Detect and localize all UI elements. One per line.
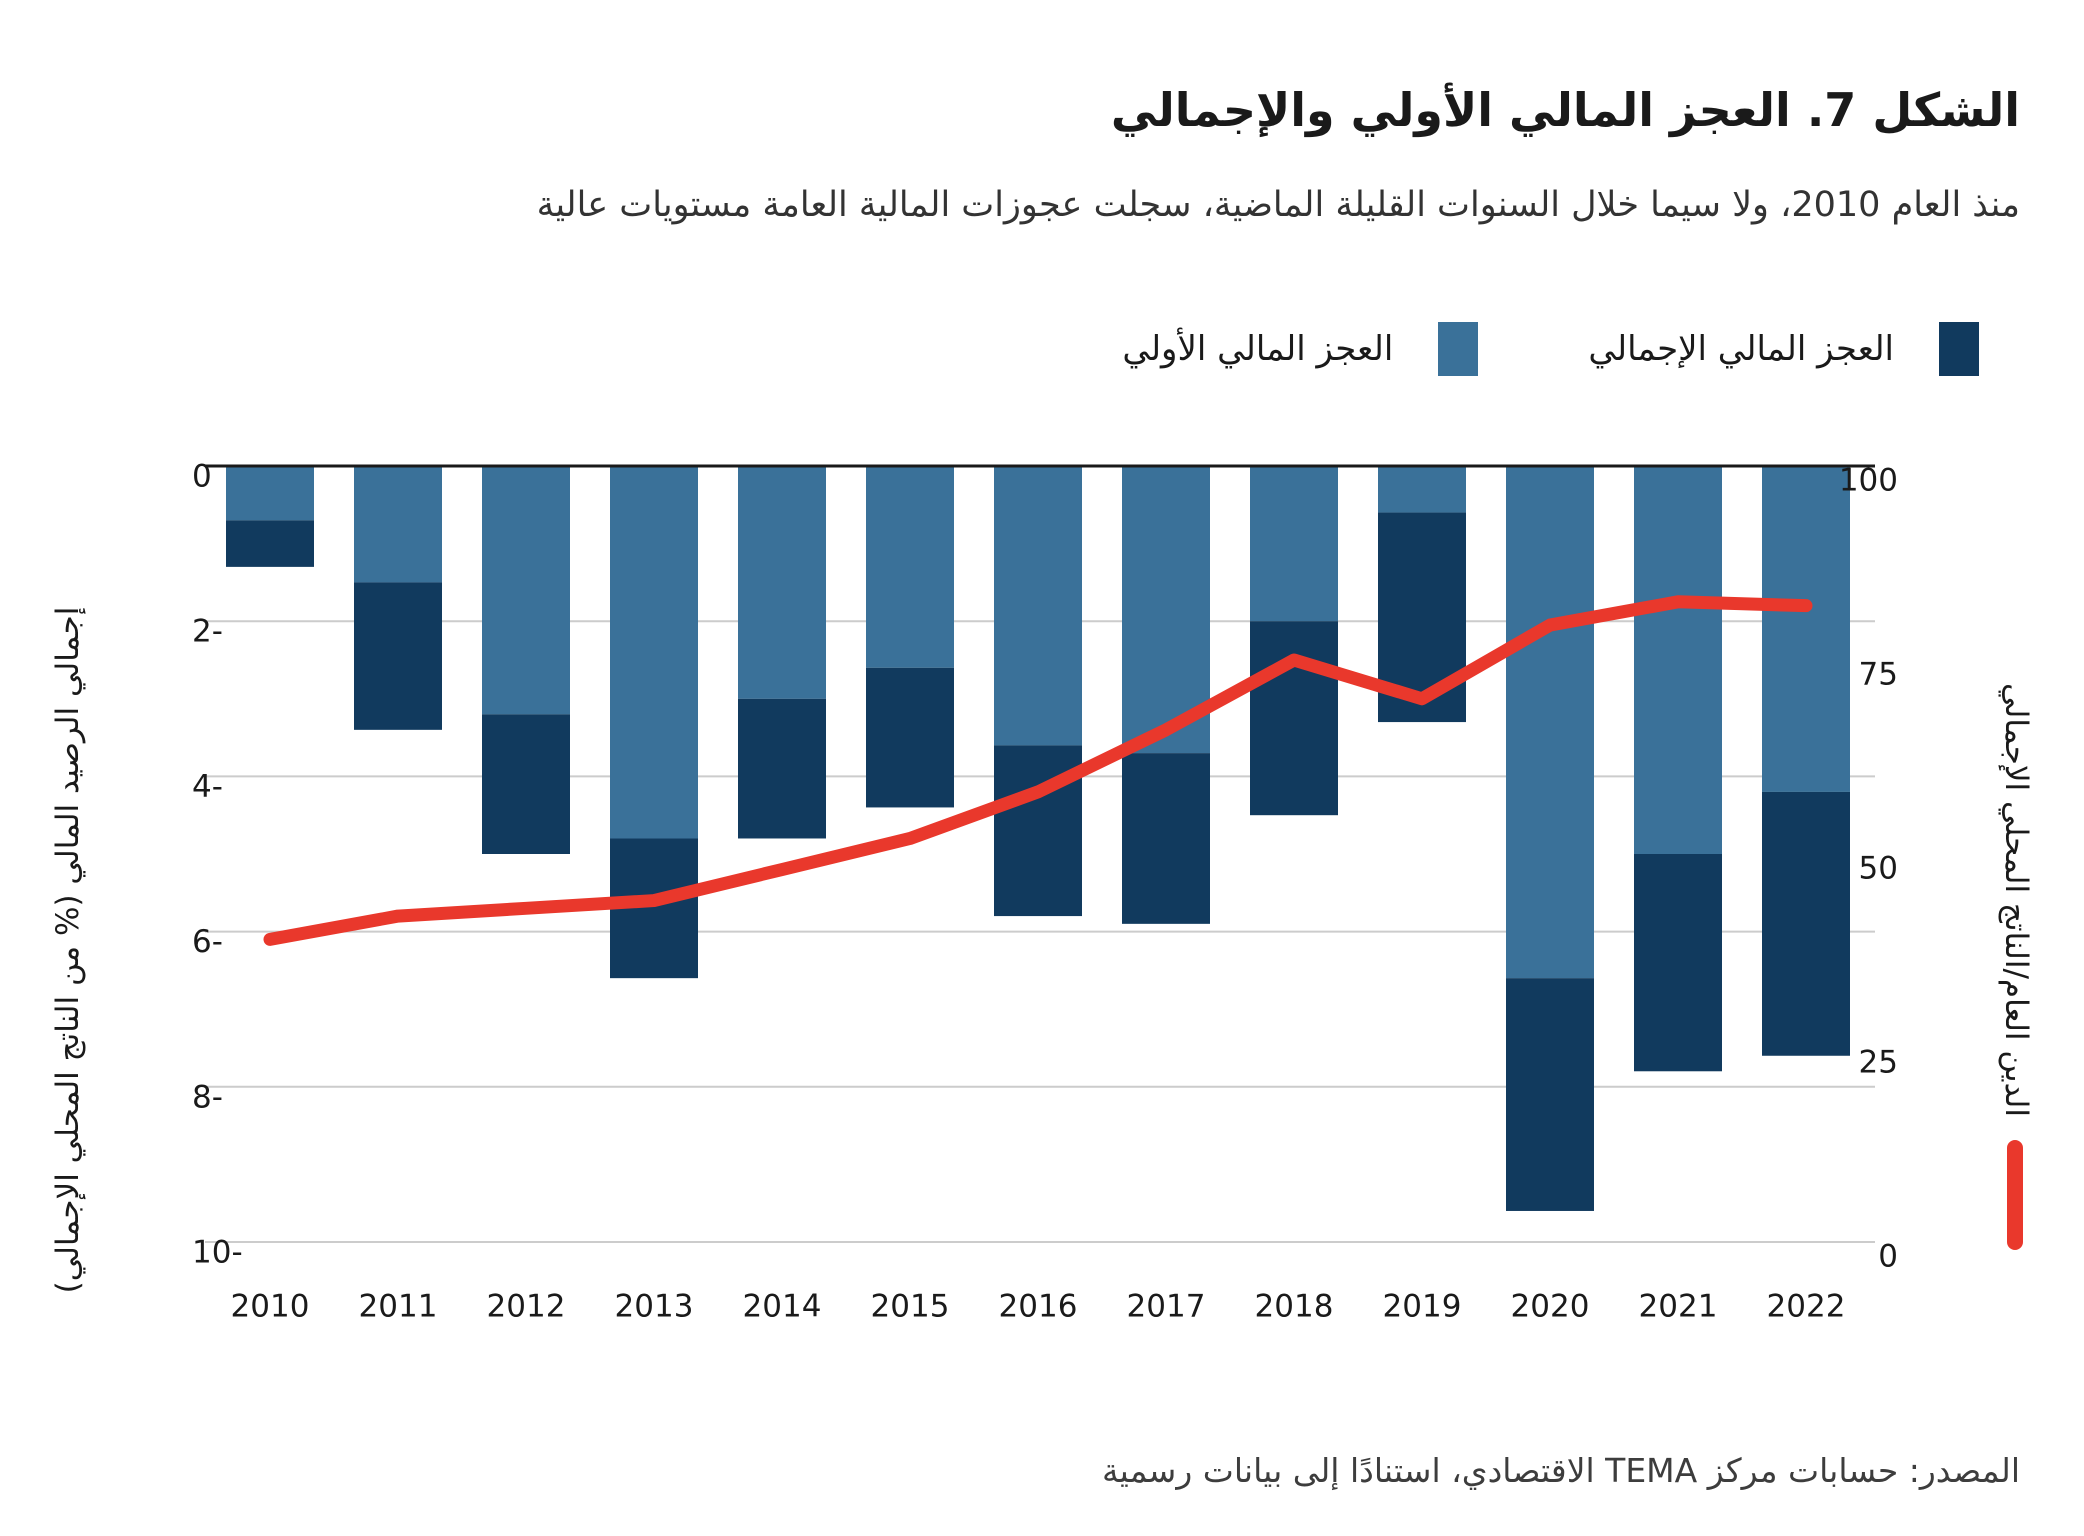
primary-deficit-bar bbox=[1506, 466, 1594, 979]
legend-item-overall-deficit: العجز المالي الإجمالي bbox=[1588, 322, 1979, 376]
left-tick-label: -4 bbox=[192, 769, 223, 805]
debt-line bbox=[263, 595, 1813, 946]
deficit-bars bbox=[226, 466, 1850, 1211]
year-label: 2014 bbox=[743, 1289, 822, 1325]
right-axis-ticks: 100 75 50 25 0 bbox=[1839, 463, 1898, 1275]
figure-subtitle: منذ العام 2010، ولا سيما خلال السنوات ال… bbox=[536, 185, 2020, 225]
overall-deficit-bar bbox=[1250, 621, 1338, 816]
legend-item-primary-deficit: العجز المالي الأولي bbox=[1122, 322, 1479, 376]
overall-deficit-bar bbox=[482, 714, 570, 854]
overall-deficit-swatch-icon bbox=[1939, 322, 1979, 376]
left-tick-label: -6 bbox=[192, 924, 223, 960]
left-tick-label: -8 bbox=[192, 1079, 223, 1115]
overall-deficit-bar bbox=[226, 520, 314, 567]
primary-deficit-bar bbox=[1122, 466, 1210, 754]
year-label: 2015 bbox=[871, 1289, 950, 1325]
legend-primary-label: العجز المالي الأولي bbox=[1122, 329, 1394, 369]
year-label: 2010 bbox=[231, 1289, 310, 1325]
primary-deficit-bar bbox=[226, 466, 314, 521]
right-tick-label: 50 bbox=[1859, 851, 1898, 887]
primary-deficit-bar bbox=[610, 466, 698, 839]
overall-deficit-bar bbox=[1122, 753, 1210, 924]
year-label: 2011 bbox=[359, 1289, 438, 1325]
primary-deficit-bar bbox=[1634, 466, 1722, 854]
year-label: 2013 bbox=[615, 1289, 694, 1325]
right-tick-label: 25 bbox=[1859, 1045, 1898, 1081]
primary-deficit-bar bbox=[354, 466, 442, 583]
year-label: 2016 bbox=[999, 1289, 1078, 1325]
x-axis-labels: 2010 2011 2012 2013 2014 2015 2016 2017 2018 2019… bbox=[231, 1289, 1846, 1325]
legend-overall-label: العجز المالي الإجمالي bbox=[1588, 329, 1894, 369]
overall-deficit-bar bbox=[1506, 978, 1594, 1211]
primary-deficit-bar bbox=[482, 466, 570, 715]
right-tick-label: 0 bbox=[1878, 1239, 1898, 1275]
overall-deficit-bar bbox=[1762, 791, 1850, 1056]
primary-deficit-bar bbox=[738, 466, 826, 699]
right-axis-title: الدين العام/الناتج المحلي الإجمالي bbox=[1998, 683, 2034, 1117]
primary-deficit-bar bbox=[1378, 466, 1466, 513]
right-tick-label: 75 bbox=[1859, 657, 1898, 693]
overall-deficit-bar bbox=[354, 582, 442, 730]
year-label: 2012 bbox=[487, 1289, 566, 1325]
year-label: 2021 bbox=[1639, 1289, 1718, 1325]
left-tick-label: -10 bbox=[192, 1235, 243, 1271]
primary-deficit-bar bbox=[866, 466, 954, 668]
year-label: 2018 bbox=[1255, 1289, 1334, 1325]
right-tick-label: 100 bbox=[1839, 463, 1898, 499]
left-axis-ticks: 0 -2 -4 -6 -8 -10 bbox=[192, 459, 243, 1271]
overall-deficit-bar bbox=[738, 698, 826, 839]
year-label: 2017 bbox=[1127, 1289, 1206, 1325]
year-label: 2019 bbox=[1383, 1289, 1462, 1325]
overall-deficit-bar bbox=[866, 667, 954, 808]
left-tick-label: 0 bbox=[192, 459, 212, 495]
source-note: المصدر: حسابات مركز TEMA الاقتصادي، استن… bbox=[1101, 1451, 2020, 1490]
year-label: 2020 bbox=[1511, 1289, 1590, 1325]
primary-deficit-bar bbox=[1762, 466, 1850, 792]
figure-title: الشكل 7. العجز المالي الأولي والإجمالي bbox=[1110, 82, 2020, 137]
left-axis-title: إجمالي الرصيد المالي (% من الناتج المحلي… bbox=[50, 606, 86, 1294]
debt-line-swatch-icon bbox=[2007, 1140, 2023, 1250]
overall-deficit-bar bbox=[1634, 854, 1722, 1072]
primary-deficit-swatch-icon bbox=[1438, 322, 1479, 376]
left-tick-label: -2 bbox=[192, 614, 223, 650]
year-label: 2022 bbox=[1767, 1289, 1846, 1325]
primary-deficit-bar bbox=[994, 466, 1082, 746]
chart-legend: العجز المالي الإجمالي العجز المالي الأول… bbox=[1122, 322, 1979, 376]
primary-deficit-bar bbox=[1250, 466, 1338, 622]
